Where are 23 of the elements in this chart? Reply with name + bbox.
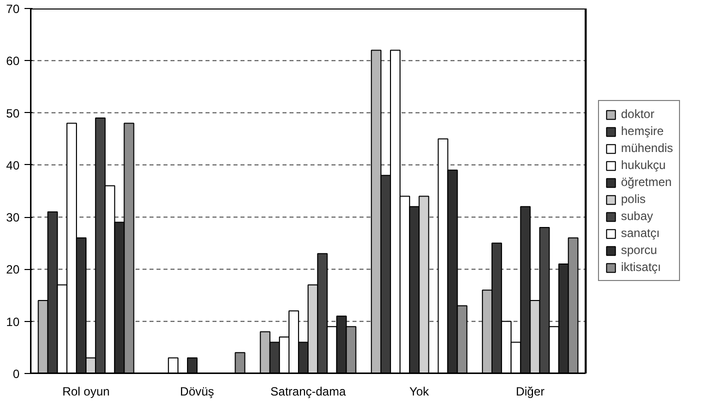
- legend-label: doktor: [621, 107, 654, 121]
- y-tick-label: 20: [6, 262, 20, 277]
- legend-label: sporcu: [621, 243, 658, 257]
- y-tick-label: 0: [12, 367, 20, 381]
- legend-label: iktisatçı: [621, 260, 662, 274]
- x-tick-label: Satranç-dama: [270, 384, 346, 398]
- legend-label: hukukçu: [621, 158, 666, 172]
- x-tick-label: Yok: [409, 384, 430, 398]
- y-tick-label: 50: [6, 106, 20, 120]
- legend-label: sanatçı: [621, 226, 660, 240]
- y-tick-label: 70: [6, 2, 20, 16]
- y-tick-label: 60: [6, 54, 20, 68]
- x-tick-label: Dövüş: [180, 384, 214, 398]
- y-tick-label: 30: [6, 210, 20, 225]
- y-tick-label: 10: [6, 314, 20, 329]
- x-tick-label: Rol oyun: [62, 384, 110, 398]
- y-tick-label: 40: [6, 158, 20, 172]
- legend-label: öğretmen: [621, 175, 672, 189]
- legend-label: subay: [621, 209, 654, 223]
- legend-label: hemşire: [621, 124, 664, 138]
- legend-label: polis: [621, 192, 646, 206]
- x-tick-label: Diğer: [516, 384, 545, 398]
- legend-label: mühendis: [621, 141, 674, 155]
